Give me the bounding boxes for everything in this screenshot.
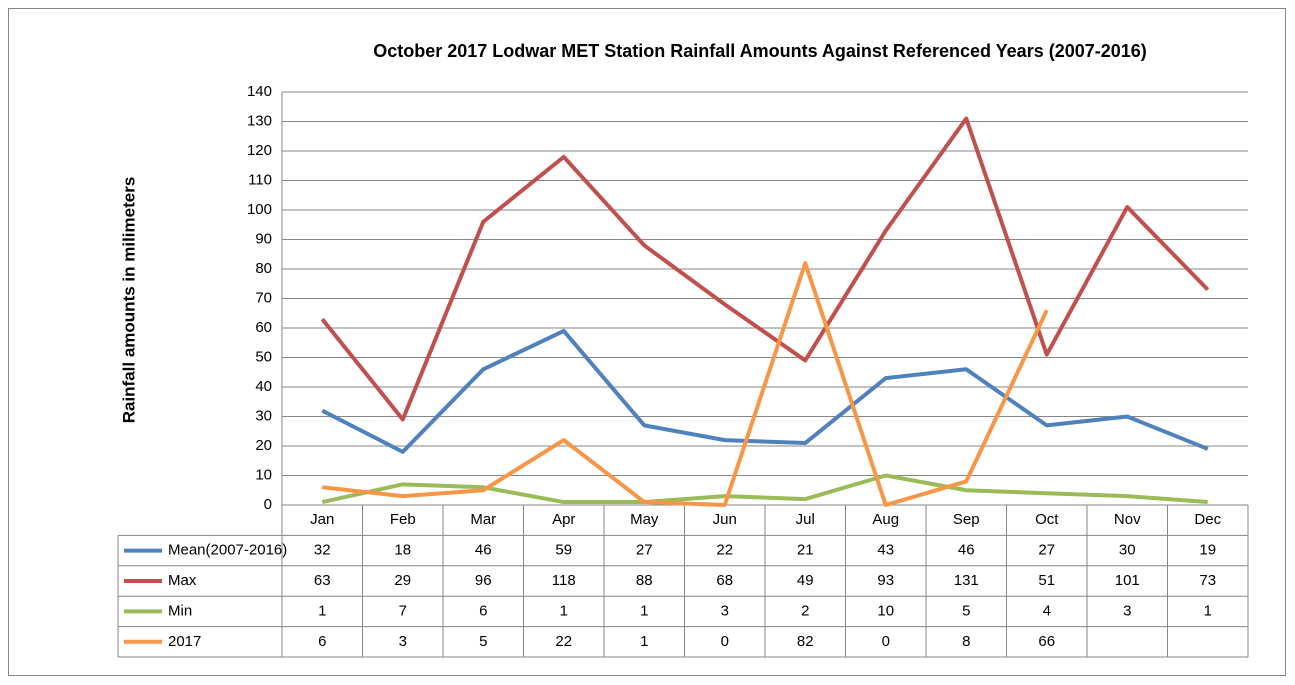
table-value: 2 xyxy=(801,602,809,619)
x-tick-label: Feb xyxy=(390,511,416,528)
series-line xyxy=(321,328,1209,454)
table-value: 46 xyxy=(958,542,975,559)
x-tick-label: Aug xyxy=(872,511,899,528)
chart-border xyxy=(8,8,1286,676)
table-value: 22 xyxy=(555,633,572,650)
table-value: 5 xyxy=(962,602,970,619)
y-tick-label: 100 xyxy=(247,201,272,218)
y-axis-label: Rainfall amounts in milimeters xyxy=(119,177,138,424)
table-value: 59 xyxy=(555,542,572,559)
table-value: 27 xyxy=(1038,542,1055,559)
table-value: 1 xyxy=(318,602,326,619)
table-value: 3 xyxy=(721,602,729,619)
table-value: 7 xyxy=(399,602,407,619)
table-value: 3 xyxy=(399,633,407,650)
table-value: 66 xyxy=(1038,633,1055,650)
x-tick-label: Oct xyxy=(1035,511,1059,528)
table-value: 5 xyxy=(479,633,487,650)
y-tick-label: 40 xyxy=(255,378,272,395)
legend-label: Min xyxy=(168,602,192,619)
x-tick-label: Jul xyxy=(796,511,815,528)
table-value: 131 xyxy=(954,572,979,589)
table-value: 1 xyxy=(560,602,568,619)
table-value: 73 xyxy=(1199,572,1216,589)
y-tick-label: 50 xyxy=(255,348,272,365)
x-tick-label: May xyxy=(630,511,659,528)
table-value: 22 xyxy=(716,542,733,559)
x-tick-label: Dec xyxy=(1194,511,1221,528)
table-value: 27 xyxy=(636,542,653,559)
table-value: 101 xyxy=(1115,572,1140,589)
table-value: 4 xyxy=(1043,602,1051,619)
table-value: 63 xyxy=(314,572,331,589)
y-tick-label: 10 xyxy=(255,466,272,483)
table-value: 68 xyxy=(716,572,733,589)
table-value: 10 xyxy=(877,602,894,619)
legend-label: 2017 xyxy=(168,633,201,650)
y-tick-label: 30 xyxy=(255,407,272,424)
table-value: 18 xyxy=(394,542,411,559)
table-value: 30 xyxy=(1119,542,1136,559)
table-value: 0 xyxy=(721,633,729,650)
x-tick-label: Nov xyxy=(1114,511,1141,528)
x-tick-label: Mar xyxy=(470,511,496,528)
table-value: 21 xyxy=(797,542,814,559)
table-value: 96 xyxy=(475,572,492,589)
y-tick-label: 80 xyxy=(255,260,272,277)
table-value: 3 xyxy=(1123,602,1131,619)
table-value: 46 xyxy=(475,542,492,559)
table-value: 1 xyxy=(640,602,648,619)
x-tick-label: Jun xyxy=(713,511,737,528)
series-line xyxy=(322,261,1049,507)
table-value: 49 xyxy=(797,572,814,589)
y-tick-label: 120 xyxy=(247,142,272,159)
x-tick-label: Apr xyxy=(552,511,575,528)
table-value: 43 xyxy=(877,542,894,559)
legend-label: Max xyxy=(168,572,197,589)
table-value: 93 xyxy=(877,572,894,589)
table-value: 8 xyxy=(962,633,970,650)
table-value: 88 xyxy=(636,572,653,589)
y-tick-label: 130 xyxy=(247,112,272,129)
table-value: 29 xyxy=(394,572,411,589)
y-tick-label: 90 xyxy=(255,230,272,247)
table-value: 82 xyxy=(797,633,814,650)
table-value: 0 xyxy=(882,633,890,650)
table-value: 32 xyxy=(314,542,331,559)
table-value: 19 xyxy=(1199,542,1216,559)
y-tick-label: 0 xyxy=(264,496,272,513)
legend-label: Mean(2007-2016) xyxy=(168,542,287,559)
chart-title: October 2017 Lodwar MET Station Rainfall… xyxy=(373,41,1147,61)
x-tick-label: Jan xyxy=(310,511,334,528)
table-value: 118 xyxy=(552,572,576,589)
table-value: 6 xyxy=(479,602,487,619)
x-tick-label: Sep xyxy=(953,511,980,528)
y-tick-label: 60 xyxy=(255,319,272,336)
table-value: 51 xyxy=(1038,572,1055,589)
table-value: 6 xyxy=(318,633,326,650)
y-tick-label: 70 xyxy=(255,289,272,306)
y-tick-label: 110 xyxy=(248,171,272,188)
y-tick-label: 140 xyxy=(247,83,272,100)
table-value: 1 xyxy=(640,633,648,650)
table-value: 1 xyxy=(1204,602,1212,619)
series-line xyxy=(320,116,1210,422)
y-tick-label: 20 xyxy=(255,437,272,454)
series-line xyxy=(321,473,1208,505)
